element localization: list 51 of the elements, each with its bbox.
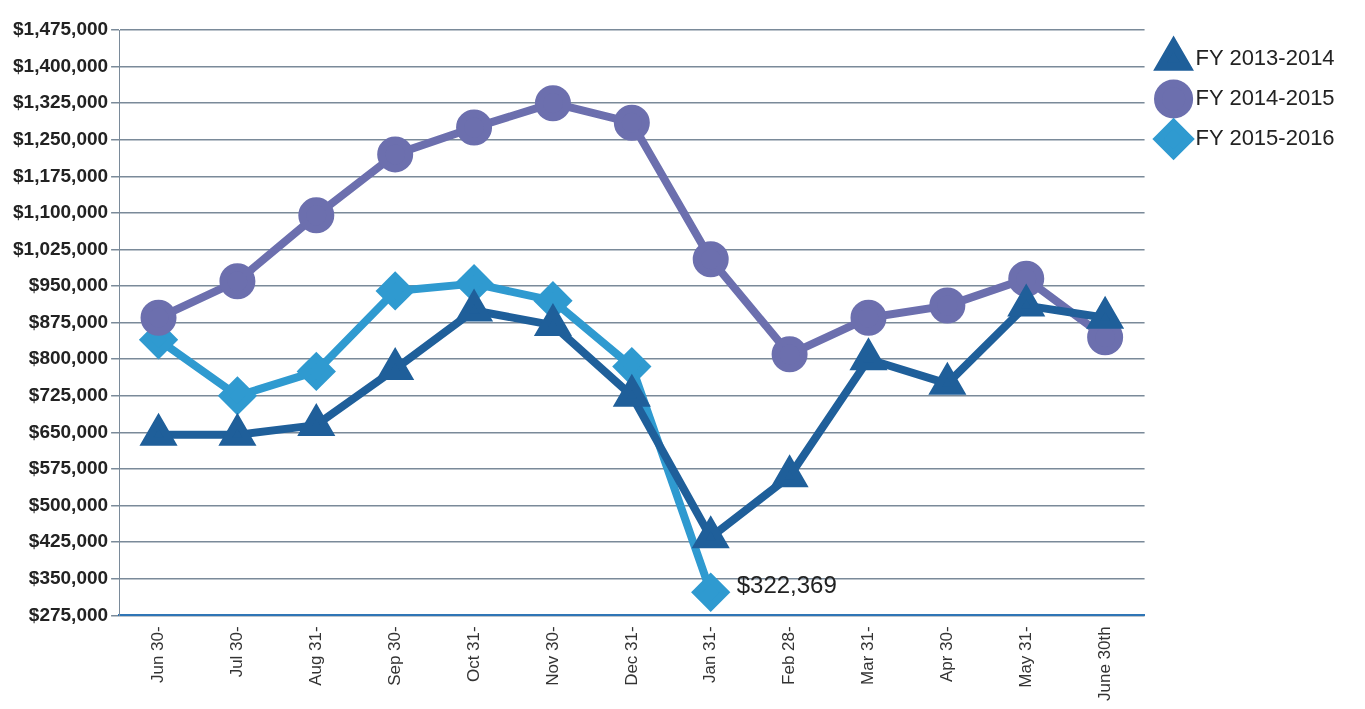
point (219, 377, 256, 414)
x-tick-label: May 31- (1015, 626, 1035, 688)
y-tick-label: $650,000 (28, 420, 109, 442)
point (534, 85, 571, 122)
y-tick-label: $1,175,000 (13, 164, 109, 186)
point (1008, 260, 1045, 297)
y-tick-label: $500,000 (28, 493, 109, 515)
y-tick-label: $1,250,000 (13, 127, 109, 149)
y-tick-label: $425,000 (28, 530, 109, 552)
point (850, 299, 887, 336)
point (377, 136, 414, 173)
x-tick-label: Nov 30- (542, 626, 562, 686)
point (377, 272, 414, 309)
point (613, 104, 650, 141)
point (219, 263, 256, 300)
x-tick-label: Apr 30- (937, 626, 957, 683)
y-tick-label: $1,325,000 (13, 91, 109, 113)
point (298, 197, 335, 234)
y-tick-label: $950,000 (28, 274, 109, 296)
point (692, 241, 729, 278)
y-tick-label: $875,000 (28, 310, 109, 332)
point (140, 299, 177, 336)
x-tick-label: Feb 28- (779, 626, 799, 685)
annotation: $322,369 (736, 570, 837, 598)
x-tick-label: Aug 31- (305, 626, 325, 686)
y-tick-label: $725,000 (28, 384, 109, 406)
x-tick-label: Dec 31- (621, 626, 641, 686)
y-tick-label: $350,000 (28, 566, 109, 588)
point (771, 336, 808, 373)
x-tick-label: Oct 31- (463, 626, 483, 683)
x-tick-label: Jul 30- (227, 626, 247, 678)
y-tick-label: $1,400,000 (13, 54, 109, 76)
y-tick-label: $800,000 (28, 347, 109, 369)
x-tick-label: Jan 31- (700, 626, 720, 684)
point (613, 348, 650, 385)
point (456, 109, 493, 146)
point (929, 287, 966, 324)
y-tick-label: $275,000 (28, 603, 109, 625)
legend-label: FY 2015-2016 (1195, 125, 1335, 151)
y-tick-label: $1,025,000 (13, 237, 109, 259)
point (692, 574, 729, 611)
y-tick-label: $575,000 (28, 457, 109, 479)
x-tick-label: Jun 30- (148, 626, 168, 684)
legend-label: FY 2013-2014 (1195, 45, 1335, 71)
x-tick-label: June 30th (1094, 626, 1114, 702)
legend-label: FY 2014-2015 (1195, 85, 1335, 111)
point (298, 353, 335, 390)
x-tick-label: Mar 31- (858, 626, 878, 685)
x-tick-label: Sep 30- (384, 626, 404, 686)
y-tick-label: $1,475,000 (13, 18, 109, 40)
y-tick-label: $1,100,000 (13, 201, 109, 223)
